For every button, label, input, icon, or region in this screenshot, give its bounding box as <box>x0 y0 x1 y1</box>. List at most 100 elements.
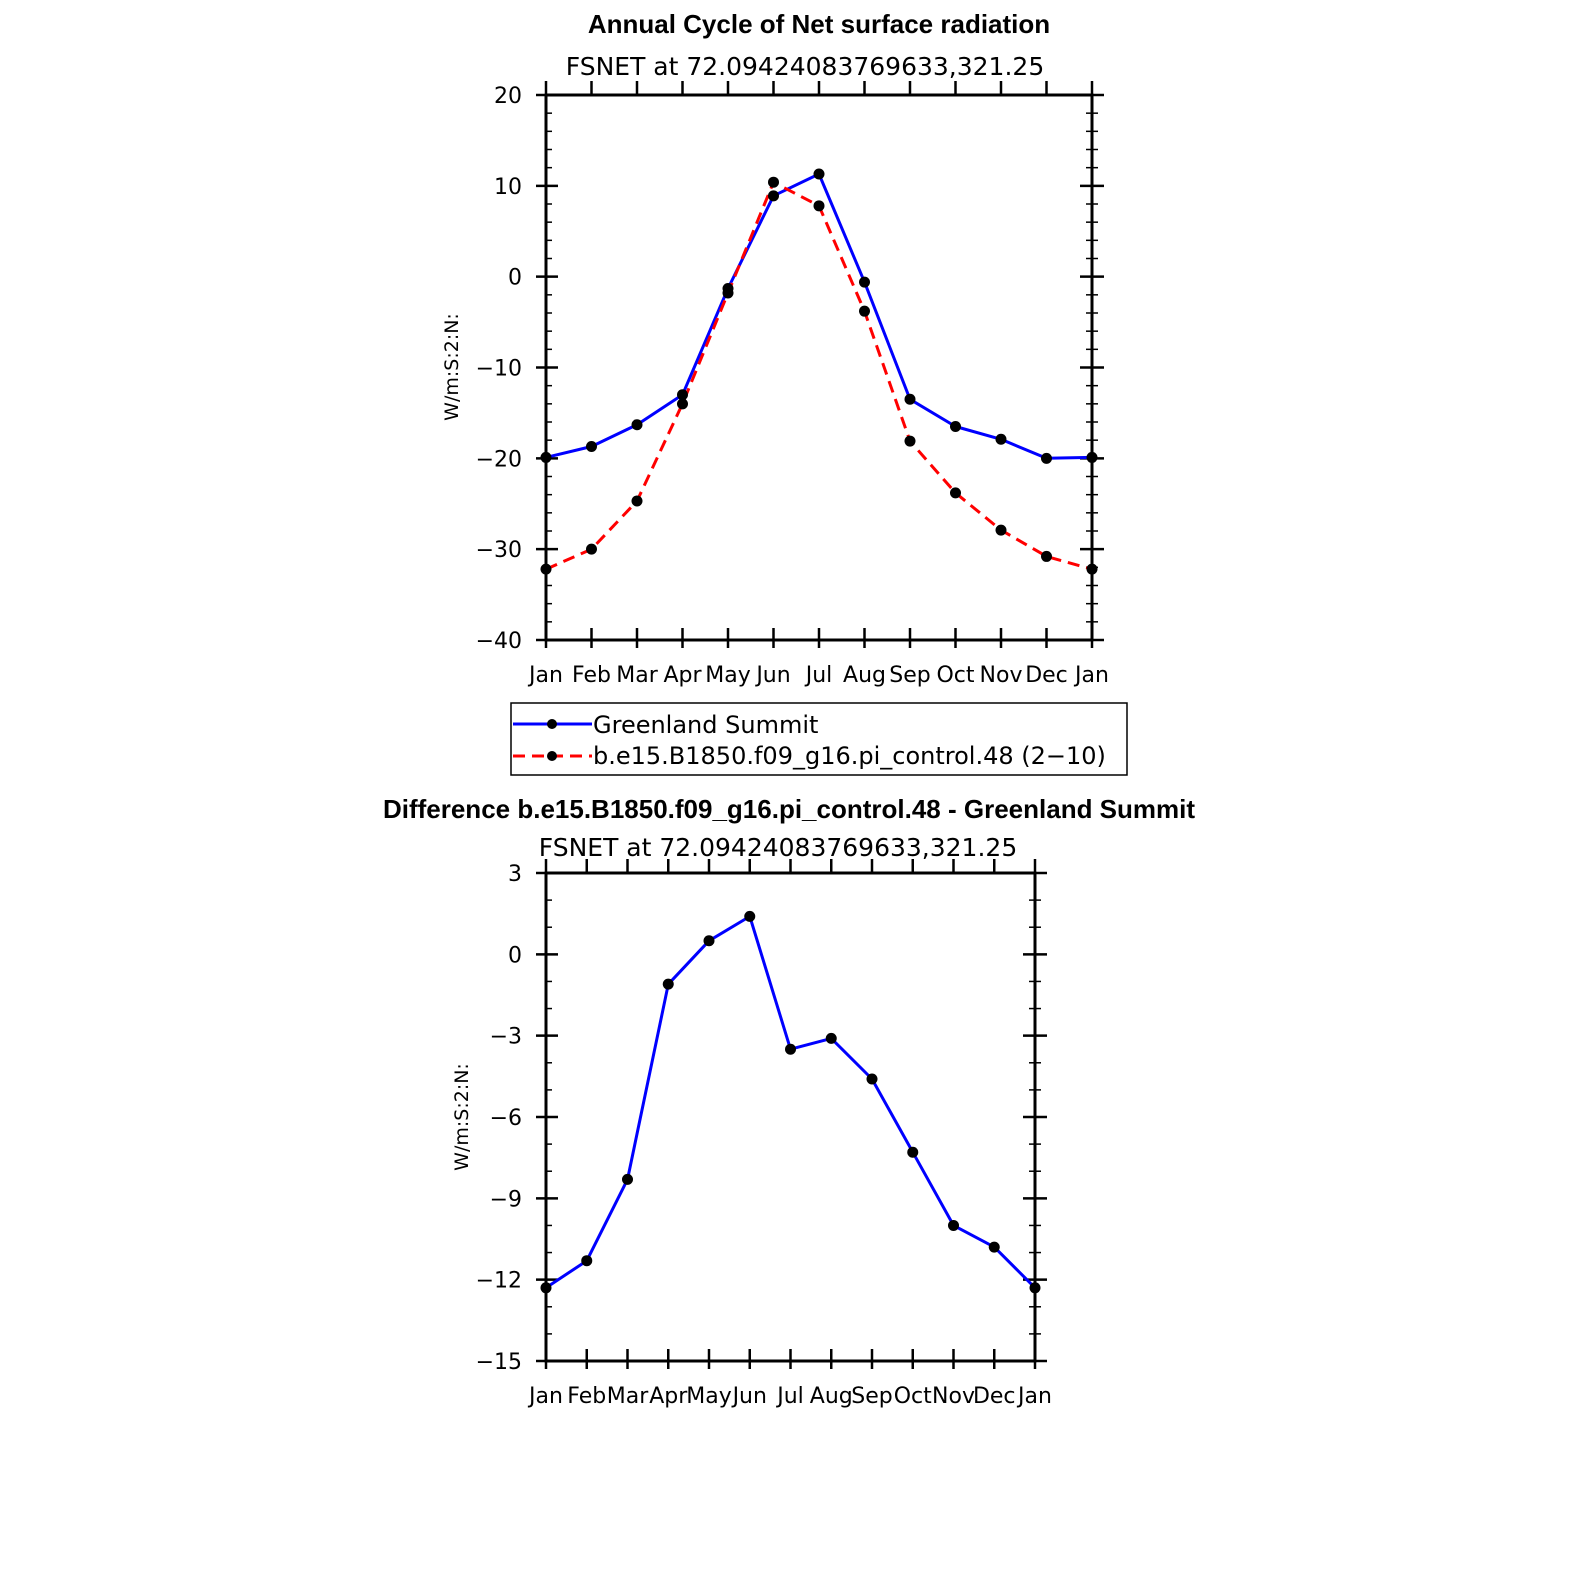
data-point-series-1 <box>722 287 734 299</box>
y-tick-label: −3 <box>490 1025 522 1050</box>
x-tick-label: Jun <box>754 663 790 688</box>
data-point-series-0 <box>703 935 715 947</box>
x-tick-label: Jul <box>804 663 833 688</box>
x-tick-label: Jan <box>1073 663 1109 688</box>
data-point-series-1 <box>904 435 916 447</box>
y-tick-label: 20 <box>494 84 522 109</box>
data-point-series-0 <box>1041 452 1052 464</box>
panel-difference: Difference b.e15.B1850.f09_g16.pi_contro… <box>383 794 1195 1409</box>
y-axis-label: W/m:S:2:N: <box>451 1063 473 1171</box>
data-point-series-0 <box>662 978 674 990</box>
x-tick-label: May <box>686 1384 731 1409</box>
series-line-0 <box>545 914 1037 1290</box>
data-point-series-0 <box>907 1146 919 1158</box>
x-tick-label: Jan <box>527 1384 563 1409</box>
data-point-series-1 <box>995 524 1007 536</box>
data-point-series-1 <box>586 543 597 555</box>
x-tick-label: Jan <box>527 663 563 688</box>
data-point-series-0 <box>581 1255 593 1267</box>
y-tick-label: −40 <box>476 629 522 654</box>
data-point-series-0 <box>586 441 597 453</box>
data-point-series-1 <box>677 398 688 410</box>
x-tick-label: Feb <box>572 663 611 688</box>
legend-marker-pi-control <box>547 751 557 761</box>
x-tick-label: Apr <box>663 663 702 688</box>
x-tick-label: Apr <box>649 1384 688 1409</box>
series-line-0 <box>545 172 1093 460</box>
y-tick-label: −15 <box>476 1350 522 1375</box>
data-point-series-1 <box>1086 563 1098 575</box>
data-point-series-0 <box>859 276 870 288</box>
y-tick-label: −30 <box>476 538 522 563</box>
x-tick-label: Jul <box>775 1384 804 1409</box>
y-tick-label: −9 <box>490 1187 522 1212</box>
data-point-series-1 <box>813 200 825 212</box>
legend-box <box>510 702 1128 776</box>
y-tick-label: −20 <box>476 447 522 472</box>
data-point-series-1 <box>631 495 643 507</box>
y-tick-label: −10 <box>476 357 522 382</box>
chart-title: Difference b.e15.B1850.f09_g16.pi_contro… <box>383 794 1195 824</box>
x-tick-label: Mar <box>607 1384 649 1409</box>
x-tick-label: Nov <box>932 1384 975 1409</box>
data-point-series-0 <box>768 190 779 202</box>
data-point-series-1 <box>950 487 961 499</box>
legend-marker-greenland-summit <box>547 719 557 729</box>
series-marks <box>540 168 1098 575</box>
x-tick-label: Dec <box>973 1384 1016 1409</box>
x-tick-label: Mar <box>616 663 658 688</box>
series-line-1 <box>545 180 1093 571</box>
panel-annual-cycle: Annual Cycle of Net surface radiation FS… <box>441 9 1128 776</box>
x-tick-label: Aug <box>810 1384 853 1409</box>
data-point-series-0 <box>540 1282 552 1294</box>
chart-subtitle: FSNET at 72.09424083769633,321.25 <box>566 52 1044 81</box>
data-point-series-0 <box>744 910 756 922</box>
data-point-series-0 <box>622 1173 633 1185</box>
chart-subtitle: FSNET at 72.09424083769633,321.25 <box>539 833 1017 862</box>
y-tick-label: 10 <box>494 175 522 200</box>
x-tick-label: Oct <box>894 1384 932 1409</box>
data-point-series-0 <box>813 168 825 180</box>
y-tick-label: 0 <box>508 266 522 291</box>
legend-label-pi-control: b.e15.B1850.f09_g16.pi_control.48 (2−10) <box>593 742 1106 770</box>
x-tick-label: Sep <box>889 663 930 688</box>
y-tick-label: 3 <box>508 862 522 887</box>
plot-frame <box>544 871 1037 1363</box>
x-tick-label: Dec <box>1025 663 1068 688</box>
series-marks <box>540 910 1041 1294</box>
data-point-series-0 <box>1086 451 1098 463</box>
y-axis-label: W/m:S:2:N: <box>441 313 463 421</box>
y-tick-label: −6 <box>490 1106 522 1131</box>
data-point-series-0 <box>631 419 643 431</box>
x-tick-label: Feb <box>567 1384 606 1409</box>
x-tick-label: Oct <box>936 663 974 688</box>
data-point-series-0 <box>785 1043 796 1055</box>
data-point-series-0 <box>995 433 1007 445</box>
x-tick-label: Sep <box>851 1384 892 1409</box>
data-point-series-1 <box>768 176 779 188</box>
data-point-series-0 <box>825 1032 837 1044</box>
x-tick-label: Jun <box>731 1384 767 1409</box>
data-point-series-0 <box>677 389 688 401</box>
data-point-series-0 <box>904 393 916 405</box>
legend: Greenland Summit b.e15.B1850.f09_g16.pi_… <box>510 702 1128 776</box>
data-point-series-0 <box>948 1219 959 1231</box>
x-tick-label: Jan <box>1016 1384 1052 1409</box>
data-point-series-0 <box>540 451 552 463</box>
chart-title: Annual Cycle of Net surface radiation <box>588 9 1050 39</box>
data-point-series-1 <box>540 563 552 575</box>
x-tick-label: Aug <box>843 663 886 688</box>
x-tick-label: May <box>705 663 750 688</box>
y-tick-label: 0 <box>508 943 522 968</box>
data-point-series-1 <box>859 305 870 317</box>
data-point-series-0 <box>866 1073 878 1085</box>
plot-area: Jan Feb Mar Apr May Jun Jul Aug Sep Oct Nov Dec Jan2… <box>476 81 1109 688</box>
y-tick-label: −12 <box>476 1269 522 1294</box>
data-point-series-0 <box>988 1241 1000 1253</box>
legend-label-greenland-summit: Greenland Summit <box>593 711 818 739</box>
data-point-series-0 <box>950 421 961 433</box>
data-point-series-1 <box>1041 550 1052 562</box>
data-point-series-0 <box>1029 1282 1041 1294</box>
